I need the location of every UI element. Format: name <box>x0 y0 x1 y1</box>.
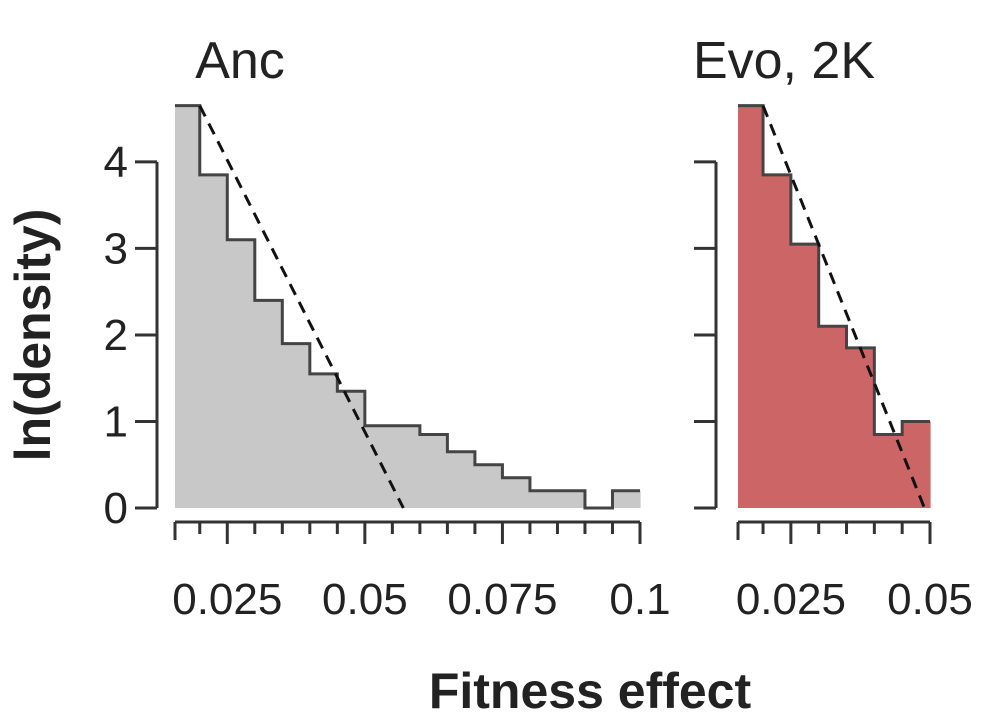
evo-histogram-bar <box>738 105 764 508</box>
anc-histogram-bar <box>419 434 448 508</box>
evo-histogram-bar <box>763 174 792 509</box>
anc-x-tick-label: 0.025 <box>172 575 282 624</box>
anc-histogram-bar <box>254 300 283 508</box>
anc-y-tick-label: 0 <box>104 484 128 533</box>
anc-histogram-bar <box>447 451 476 508</box>
anc-histogram-bar <box>392 425 421 508</box>
anc-histogram-bar <box>612 490 641 508</box>
anc-histogram-bar <box>474 464 504 508</box>
x-axis-title: Fitness effect <box>429 663 752 719</box>
anc-panel-title: Anc <box>195 32 285 90</box>
anc-histogram-bar <box>502 477 531 508</box>
anc-histogram-bar <box>227 239 256 509</box>
anc-histogram-bar <box>282 343 311 508</box>
evo-x-tick-label: 0.025 <box>736 575 846 624</box>
anc-histogram-bar <box>175 105 201 508</box>
anc-histogram-outline <box>175 104 640 510</box>
anc-y-tick-label: 2 <box>104 311 128 360</box>
panel-evo-2k: 0.025 0.05 Evo, 2K <box>693 32 973 624</box>
anc-histogram-bar <box>309 373 338 508</box>
anc-y-tick-label: 1 <box>104 397 128 446</box>
evo-histogram-bar <box>874 434 903 508</box>
anc-y-tick-label: 4 <box>104 138 128 187</box>
anc-y-tick-label: 3 <box>104 224 128 273</box>
y-axis-title: ln(density) <box>5 209 61 462</box>
evo-fit-line <box>761 105 926 509</box>
evo-histogram-bar <box>818 326 848 508</box>
evo-panel-title: Evo, 2K <box>693 32 875 90</box>
evo-x-tick-label: 0.05 <box>887 575 973 624</box>
evo-histogram-outline <box>738 104 930 436</box>
anc-histogram-bar <box>337 391 366 508</box>
anc-histogram-bar <box>557 490 586 508</box>
anc-fit-line <box>198 104 405 509</box>
evo-histogram-bar <box>790 244 820 508</box>
anc-histogram-bar <box>199 174 228 509</box>
anc-histogram-bar <box>529 490 559 508</box>
anc-x-tick-label: 0.075 <box>447 575 557 624</box>
anc-x-tick-label: 0.05 <box>322 575 408 624</box>
anc-x-tick-label: 0.1 <box>609 575 670 624</box>
panel-anc: 0 1 2 3 4 0.025 0.05 0.075 0.1 Anc <box>104 32 671 624</box>
anc-histogram-bar <box>364 425 393 508</box>
